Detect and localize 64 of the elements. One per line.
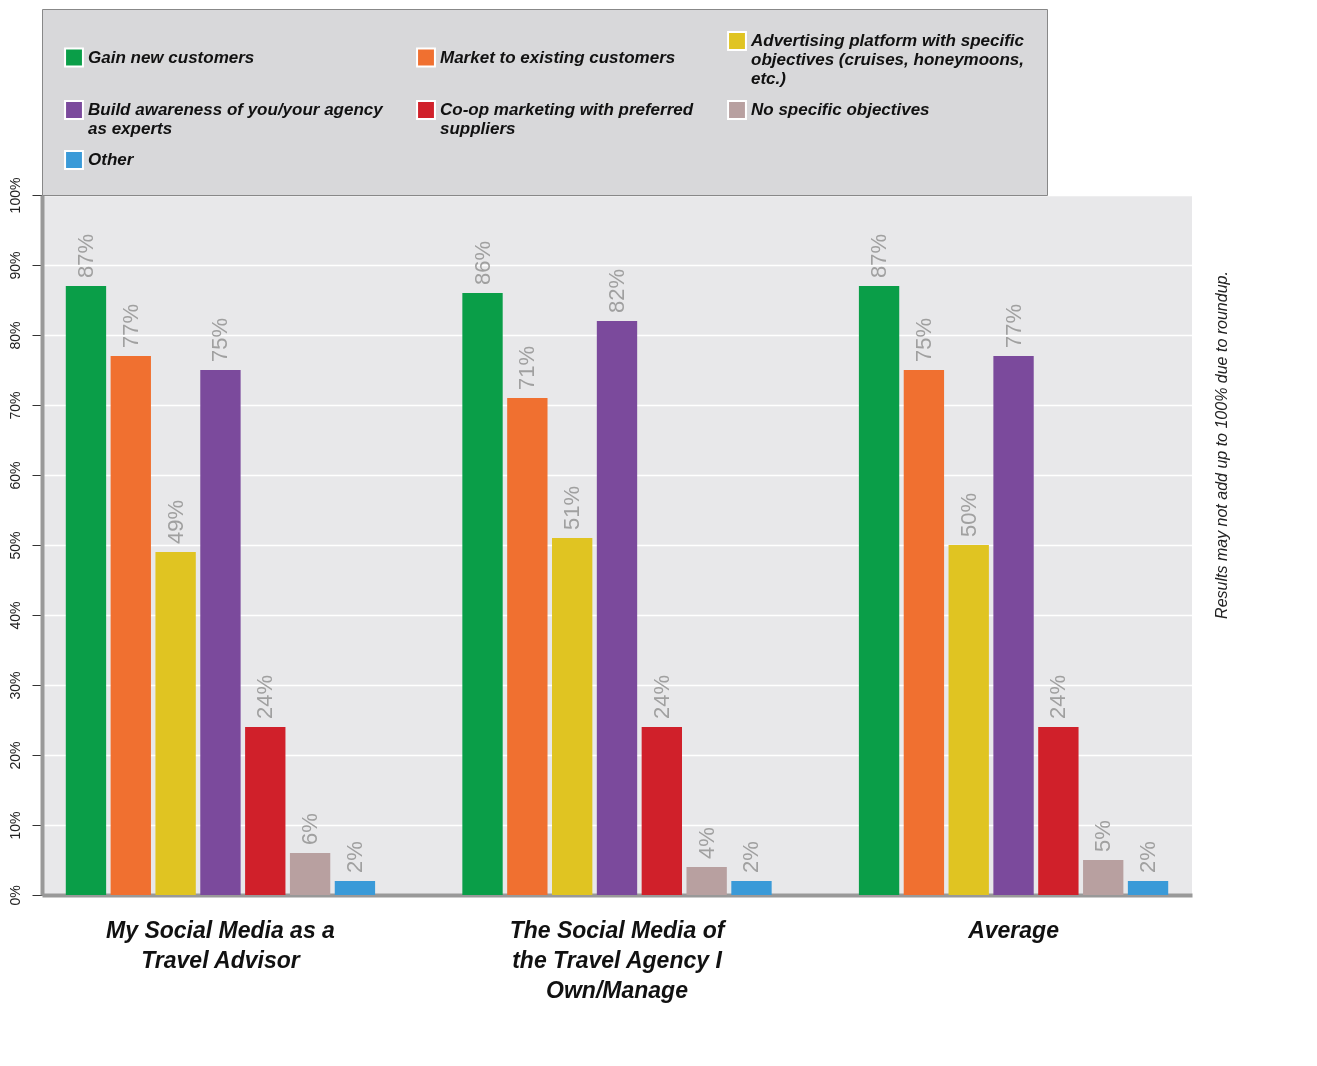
data-label: 2% (341, 841, 367, 873)
y-tick-label: 90% (6, 251, 23, 280)
data-label: 49% (162, 499, 188, 544)
y-tick-label: 50% (6, 531, 23, 560)
data-label: 24% (1045, 674, 1071, 719)
bar (1083, 860, 1124, 895)
legend-label: Build awareness of you/your agency as experts (88, 100, 385, 138)
data-label: 77% (1000, 303, 1026, 348)
bar (858, 286, 900, 895)
bar (200, 370, 241, 895)
data-label: 87% (72, 233, 98, 278)
bar (641, 727, 682, 895)
bar (110, 356, 151, 895)
bar (334, 881, 376, 895)
bar (686, 867, 727, 895)
data-label: 75% (910, 317, 936, 362)
data-label: 6% (297, 813, 323, 845)
bar (552, 538, 593, 895)
data-label: 86% (469, 240, 495, 285)
y-tick-label: 30% (6, 671, 23, 700)
legend-label: Co-op marketing with preferred suppliers (440, 100, 694, 138)
x-tick-label: The Social Media of the Travel Agency I Own/Manage (509, 916, 727, 1003)
bar (596, 321, 638, 895)
data-label: 50% (955, 492, 981, 537)
bar (462, 293, 503, 895)
bar (903, 370, 945, 895)
y-tick-label: 80% (6, 321, 23, 350)
bar (507, 398, 548, 895)
y-tick-label: 0% (6, 885, 23, 906)
x-tick-label: Average (967, 916, 1060, 943)
y-tick-label: 60% (6, 461, 23, 490)
data-label: 77% (117, 303, 143, 348)
y-tick-label: 100% (6, 177, 23, 214)
bar (948, 545, 989, 895)
y-tick-label: 70% (6, 391, 23, 420)
text: Results may not add up to 100% due to roundup. (1213, 271, 1230, 619)
bar (993, 356, 1034, 895)
x-tick-label: My Social Media as a Travel Advisor (106, 916, 336, 973)
legend-label: Advertising platform with specific objectives (cruises, honeymoons, etc.) (750, 31, 1025, 88)
data-label: 5% (1090, 820, 1116, 852)
data-label: 24% (648, 674, 674, 719)
bar (1127, 881, 1169, 895)
data-label: 4% (693, 827, 719, 859)
bar (289, 853, 331, 895)
legend-label: Other (88, 150, 135, 169)
legend-label: Market to existing customers (440, 47, 676, 67)
y-tick-label: 10% (6, 811, 23, 840)
y-tick-label: 40% (6, 601, 23, 630)
bar (65, 286, 107, 895)
legend-label: No specific objectives (751, 100, 930, 119)
bar (731, 881, 772, 895)
data-label: 71% (514, 345, 540, 390)
data-label: 51% (559, 485, 585, 530)
bar (155, 552, 196, 895)
data-label: 2% (1135, 841, 1161, 873)
data-label: 82% (604, 268, 629, 313)
data-label: 24% (252, 674, 278, 719)
data-label: 75% (207, 317, 233, 362)
y-tick-label: 20% (6, 741, 23, 770)
bar (245, 727, 286, 895)
data-label: 2% (738, 841, 764, 873)
legend-label: Gain new customers (88, 47, 255, 67)
bar (1038, 727, 1079, 895)
data-label: 87% (866, 233, 892, 278)
